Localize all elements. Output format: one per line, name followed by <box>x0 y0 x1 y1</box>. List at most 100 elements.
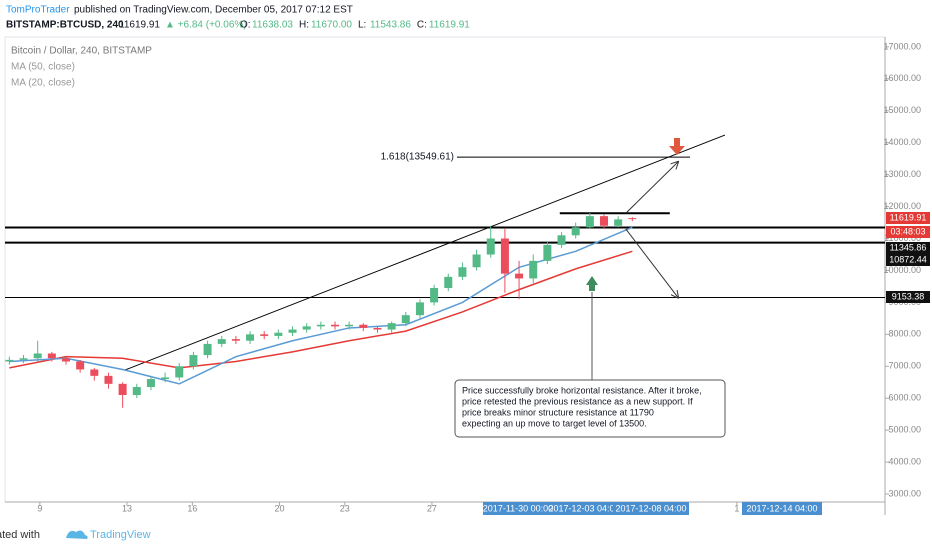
price-tag <box>886 226 930 238</box>
candle-body <box>444 276 453 289</box>
y-tick-label: 7000.00 <box>888 361 921 371</box>
arrow <box>625 228 678 298</box>
x-tick-label: 20 <box>274 503 284 513</box>
ohlc-key: C: <box>417 20 427 31</box>
price-tag-label: 9153.38 <box>892 291 925 301</box>
legend-entry: MA (20, close) <box>11 78 75 89</box>
y-tick-label: 13000.00 <box>883 169 921 179</box>
plot: 3000.00 4000.00 5000.00 6000.00 7000.00 8000.… <box>5 41 930 515</box>
trendline <box>124 134 726 371</box>
candle-body <box>246 334 255 341</box>
candle-body <box>76 361 85 370</box>
candle-body <box>557 235 566 245</box>
candle-body <box>543 244 552 261</box>
candle-body <box>472 254 481 268</box>
arrow <box>625 162 678 214</box>
y-tick-label: 6000.00 <box>888 393 921 403</box>
candle-body <box>189 355 198 367</box>
candle-body <box>430 288 439 303</box>
ma-line <box>9 226 633 385</box>
note-line: price breaks minor structure resistance … <box>462 407 654 417</box>
y-tick-label: 10000.00 <box>883 265 921 275</box>
candle-body <box>345 324 354 327</box>
candle-body <box>90 369 99 376</box>
date-marker-box <box>742 502 822 515</box>
candle-body <box>118 383 127 396</box>
x-tick-label: 9 <box>37 503 42 513</box>
chart-title: Bitcoin / Dollar, 240, BITSTAMP <box>11 46 152 57</box>
y-tick-label: 14000.00 <box>883 137 921 147</box>
candle-body <box>161 377 170 380</box>
candle-body <box>104 375 113 384</box>
ohlc-key: L: <box>358 20 366 31</box>
legend-entry: MA (50, close) <box>11 62 75 73</box>
candle-body <box>585 216 594 228</box>
date-marker-box <box>553 502 615 515</box>
candle-body <box>401 315 410 324</box>
y-tick-label: 4000.00 <box>888 456 921 466</box>
change: ▲ +6.84 (+0.06%) <box>165 20 247 31</box>
y-tick-label: 3000.00 <box>888 488 921 498</box>
note-line: Price successfully broke horizontal resi… <box>462 385 702 395</box>
plot-frame <box>4 36 886 503</box>
candle-body <box>373 327 382 330</box>
candle-body <box>19 358 28 360</box>
y-tick-label: 12000.00 <box>883 201 921 211</box>
candle-body <box>5 359 14 362</box>
candle-body <box>359 324 368 328</box>
candle-body <box>47 353 56 359</box>
date-marker-box <box>483 502 553 515</box>
footer-created: Created with <box>0 529 40 541</box>
x-tick-label: 13 <box>122 503 132 513</box>
price-tag <box>886 212 930 224</box>
candle-body <box>146 379 155 388</box>
y-tick-label: 17000.00 <box>883 41 921 51</box>
ohlc-value: 11638.03 <box>252 20 293 31</box>
candle-body <box>331 324 339 327</box>
price-tag <box>886 291 930 303</box>
author[interactable]: TomProTrader <box>6 5 70 16</box>
candle-body <box>458 267 467 277</box>
candle-body <box>33 353 42 359</box>
candle-body <box>175 366 184 378</box>
candle-body <box>203 343 212 356</box>
candle-body <box>600 216 609 226</box>
price-tag-label: 03:48:03 <box>890 226 925 236</box>
date-marker: 2017-12-03 04:00 <box>548 503 619 513</box>
candle-body <box>515 273 524 279</box>
down-marker <box>669 138 685 155</box>
last: 11619.91 <box>119 20 160 31</box>
candle-body <box>316 324 325 327</box>
ohlc: O: 11638.03 H: 11670.00 L: 11543.86 C: 11619.91 <box>240 20 470 31</box>
date-marker-box <box>613 502 689 515</box>
y-tick-label: 8000.00 <box>888 329 921 339</box>
candle-body <box>274 332 283 336</box>
price-tag <box>886 254 930 266</box>
candle-body <box>628 218 637 220</box>
date-marker: 2017-12-14 04:00 <box>746 503 817 513</box>
y-tick-label: 16000.00 <box>883 73 921 83</box>
candle-body <box>486 238 495 255</box>
x-tick-label: 1 <box>734 503 739 513</box>
x-tick-label: 16 <box>187 503 197 513</box>
ohlc-key: H: <box>299 20 309 31</box>
ma-line <box>9 250 633 369</box>
candle-body <box>302 326 311 330</box>
candle-body <box>231 339 240 341</box>
candle-body <box>387 323 396 330</box>
date-marker: 2017-12-08 04:00 <box>615 503 686 513</box>
published: published on TradingView.com, December 0… <box>74 5 353 16</box>
x-tick-label: 27 <box>427 503 437 513</box>
y-tick-label: 15000.00 <box>883 105 921 115</box>
footer-brand[interactable]: TradingView <box>90 529 151 541</box>
ohlc-key: O: <box>240 20 251 31</box>
candle-body <box>571 227 580 236</box>
candle-body <box>288 329 297 333</box>
candle-body <box>529 260 538 279</box>
note-line: expecting an up move to target level of … <box>462 418 647 428</box>
up-marker <box>586 276 598 291</box>
header-bar <box>0 0 932 32</box>
date-marker: 2017-11-30 00:00 <box>483 503 553 513</box>
candle-body <box>415 302 424 316</box>
